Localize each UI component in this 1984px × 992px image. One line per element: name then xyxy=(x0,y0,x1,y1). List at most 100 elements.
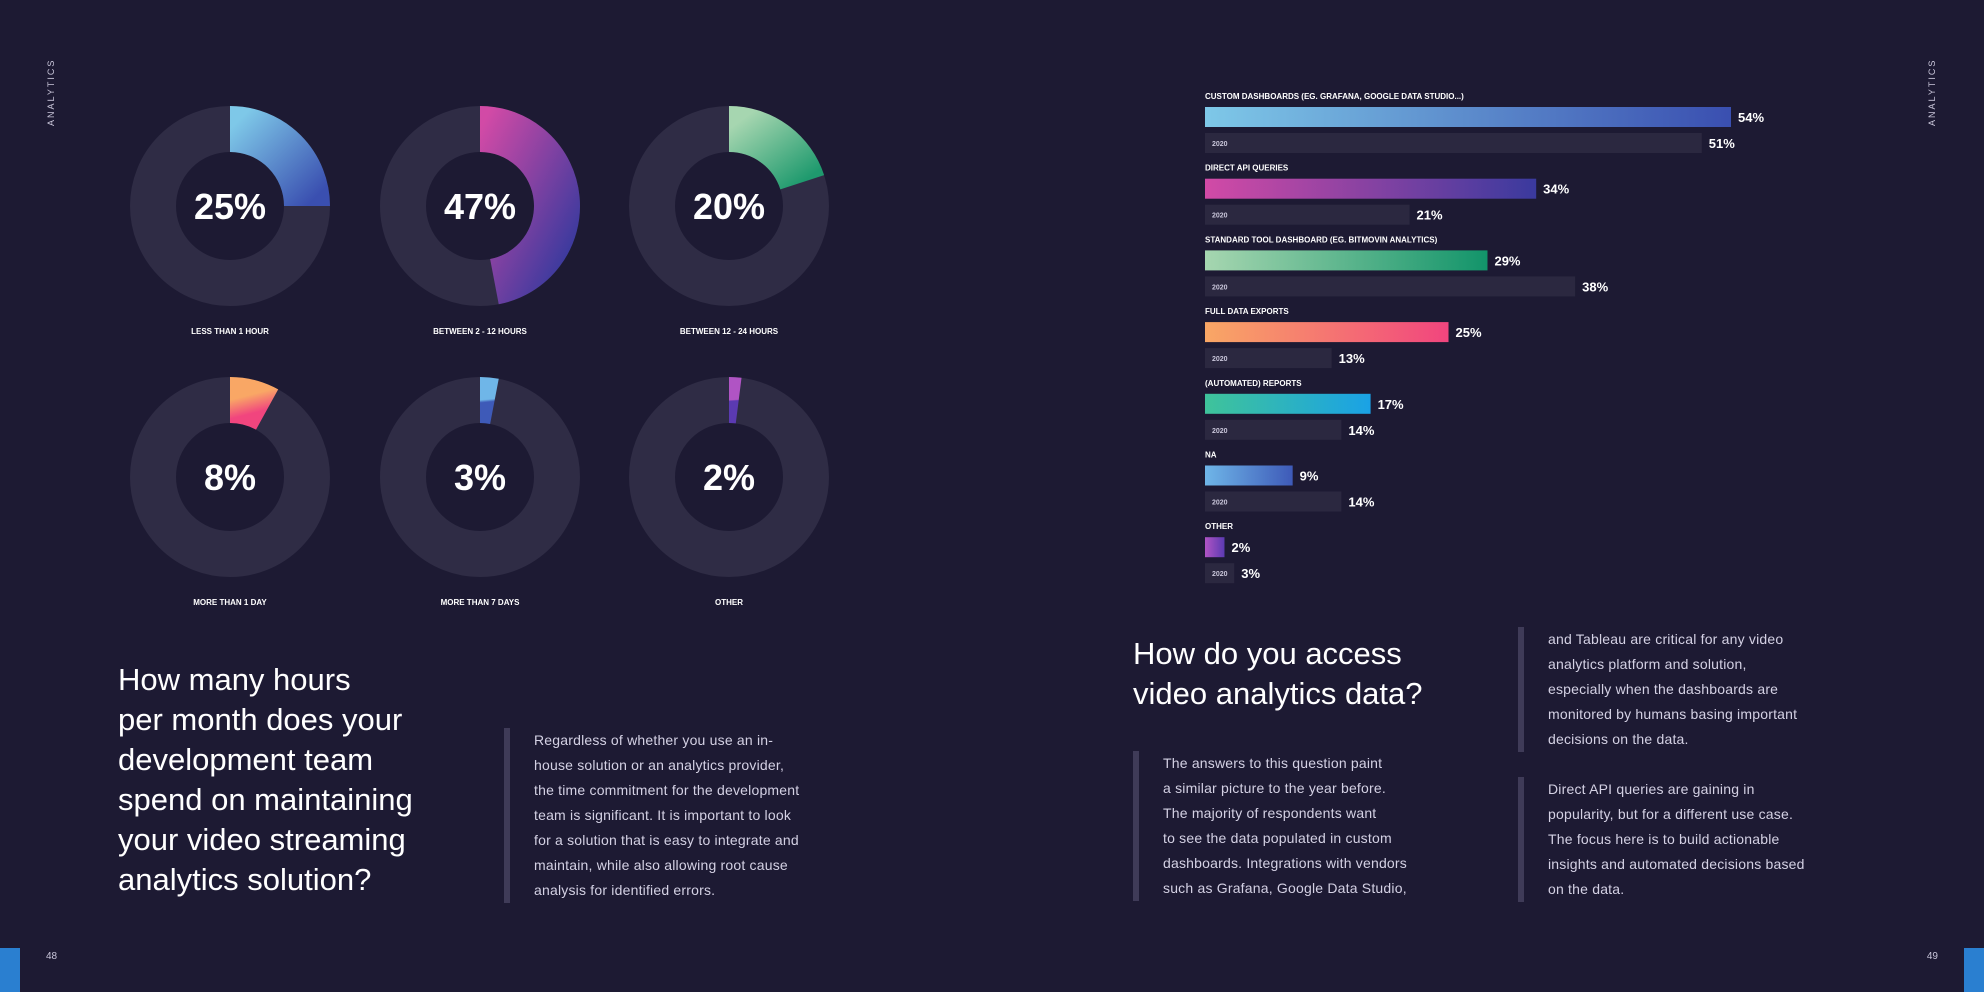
right-body-text-1: The answers to this question paint a simi… xyxy=(1133,751,1407,901)
bar-value-label: 9% xyxy=(1300,469,1319,484)
bar-value-label: 34% xyxy=(1543,182,1569,197)
heading-line: development team xyxy=(118,742,374,777)
bar-prior-year xyxy=(1205,133,1702,153)
donut-slice xyxy=(479,106,580,305)
heading-line: How many hours xyxy=(118,662,351,697)
bar-value-label: 17% xyxy=(1378,397,1404,412)
donut-value-label: 3% xyxy=(454,457,506,498)
bar-value-label: 54% xyxy=(1738,110,1764,125)
body-line: The majority of respondents want xyxy=(1163,805,1377,821)
bar-year-tag: 2020 xyxy=(1212,428,1228,435)
bar-prior-year xyxy=(1205,491,1342,512)
body-line: for a solution that is easy to integrate… xyxy=(534,832,799,848)
body-line: Regardless of whether you use an in- xyxy=(534,732,774,748)
right-body-text-3: Direct API queries are gaining in popular… xyxy=(1518,777,1805,902)
donut-category-label: BETWEEN 2 - 12 HOURS xyxy=(433,327,527,336)
bar-category-label: (AUTOMATED) REPORTS xyxy=(1205,379,1302,388)
bar-prior-value-label: 21% xyxy=(1417,208,1443,223)
bar-category-label: STANDARD TOOL DASHBOARD (EG. BITMOVIN AN… xyxy=(1205,235,1438,244)
bar-year-tag: 2020 xyxy=(1212,571,1228,578)
donut-value-label: 25% xyxy=(194,186,266,227)
bar-category-label: NA xyxy=(1205,451,1217,460)
heading-line: your video streaming xyxy=(118,822,406,857)
body-line: a similar picture to the year before. xyxy=(1163,780,1386,796)
left-body-text: Regardless of whether you use an in-hous… xyxy=(504,728,799,903)
body-line: decisions on the data. xyxy=(1548,731,1689,747)
donut-value-label: 8% xyxy=(204,457,256,498)
body-line: maintain, while also allowing root cause xyxy=(534,857,788,873)
bar-year-tag: 2020 xyxy=(1212,141,1228,148)
body-line: and Tableau are critical for any video xyxy=(1548,631,1784,647)
bar-prior-value-label: 3% xyxy=(1241,566,1260,581)
body-line: The focus here is to build actionable xyxy=(1548,831,1780,847)
body-line: analytics platform and solution, xyxy=(1548,656,1747,672)
access-bar-chart: CUSTOM DASHBOARDS (EG. GRAFANA, GOOGLE D… xyxy=(1205,92,1764,584)
heading-line: How do you access xyxy=(1133,636,1402,671)
body-line: on the data. xyxy=(1548,881,1625,897)
heading-line: per month does your xyxy=(118,702,403,737)
body-line: insights and automated decisions based xyxy=(1548,856,1805,872)
body-line: such as Grafana, Google Data Studio, xyxy=(1163,880,1407,896)
left-heading: How many hours per month does your develop… xyxy=(118,660,413,900)
donut-charts: 25% LESS THAN 1 HOUR 47% BETWEEN 2 - 12 HOU… xyxy=(130,106,829,607)
page-number-left: 48 xyxy=(46,951,58,962)
heading-line: analytics solution? xyxy=(118,862,372,897)
bar-current xyxy=(1205,250,1488,271)
bar-prior-year xyxy=(1205,348,1332,369)
bar-current xyxy=(1205,322,1449,343)
bar-prior-value-label: 38% xyxy=(1582,279,1608,294)
bar-year-tag: 2020 xyxy=(1212,500,1228,507)
bar-category-label: OTHER xyxy=(1205,522,1233,531)
bar-value-label: 25% xyxy=(1456,325,1482,340)
donut-slice xyxy=(229,377,279,431)
body-line: The answers to this question paint xyxy=(1163,755,1383,771)
bar-value-label: 2% xyxy=(1231,540,1250,555)
bar-current xyxy=(1205,107,1731,127)
donut-category-label: BETWEEN 12 - 24 HOURS xyxy=(680,327,779,336)
bar-current xyxy=(1205,465,1293,486)
body-line: house solution or an analytics provider, xyxy=(534,757,785,773)
donut-category-label: MORE THAN 1 DAY xyxy=(193,598,267,607)
body-line: analysis for identified errors. xyxy=(534,882,716,898)
donut-value-label: 2% xyxy=(703,457,755,498)
donut-category-label: OTHER xyxy=(715,598,743,607)
bar-prior-year xyxy=(1205,563,1235,584)
body-line: especially when the dashboards are xyxy=(1548,681,1779,697)
bar-category-label: DIRECT API QUERIES xyxy=(1205,164,1289,173)
body-line: dashboards. Integrations with vendors xyxy=(1163,855,1407,871)
bar-year-tag: 2020 xyxy=(1212,213,1228,220)
right-heading: How do you access video analytics data? xyxy=(1133,634,1423,714)
right-body-text-2: and Tableau are critical for any video an… xyxy=(1518,627,1797,752)
bar-prior-value-label: 14% xyxy=(1348,423,1374,438)
body-line: the time commitment for the development xyxy=(534,782,800,798)
body-line: Direct API queries are gaining in xyxy=(1548,781,1755,797)
edge-tab-left xyxy=(0,948,20,992)
body-line: monitored by humans basing important xyxy=(1548,706,1798,722)
edge-tab-right xyxy=(1964,948,1984,992)
donut-category-label: MORE THAN 7 DAYS xyxy=(441,598,520,607)
donut-slice xyxy=(728,377,742,424)
donut-slice xyxy=(479,377,499,425)
bar-year-tag: 2020 xyxy=(1212,356,1228,363)
bar-prior-year xyxy=(1205,276,1576,297)
donut-value-label: 47% xyxy=(444,186,516,227)
bar-prior-value-label: 14% xyxy=(1348,495,1374,510)
bar-category-label: CUSTOM DASHBOARDS (EG. GRAFANA, GOOGLE D… xyxy=(1205,92,1464,101)
bar-value-label: 29% xyxy=(1494,253,1520,268)
body-line: team is significant. It is important to … xyxy=(534,807,792,823)
body-line: to see the data populated in custom xyxy=(1163,830,1392,846)
bar-prior-value-label: 13% xyxy=(1339,351,1365,366)
donut-slice xyxy=(229,106,330,207)
bar-current xyxy=(1205,178,1537,199)
donut-value-label: 20% xyxy=(693,186,765,227)
bar-current xyxy=(1205,537,1225,558)
heading-line: spend on maintaining xyxy=(118,782,413,817)
bar-prior-year xyxy=(1205,204,1410,225)
bar-current xyxy=(1205,393,1371,414)
bar-category-label: FULL DATA EXPORTS xyxy=(1205,307,1289,316)
bar-prior-year xyxy=(1205,419,1342,440)
bar-prior-value-label: 51% xyxy=(1709,136,1735,151)
donut-category-label: LESS THAN 1 HOUR xyxy=(191,327,269,336)
body-line: popularity, but for a different use case… xyxy=(1548,806,1794,822)
bar-year-tag: 2020 xyxy=(1212,284,1228,291)
